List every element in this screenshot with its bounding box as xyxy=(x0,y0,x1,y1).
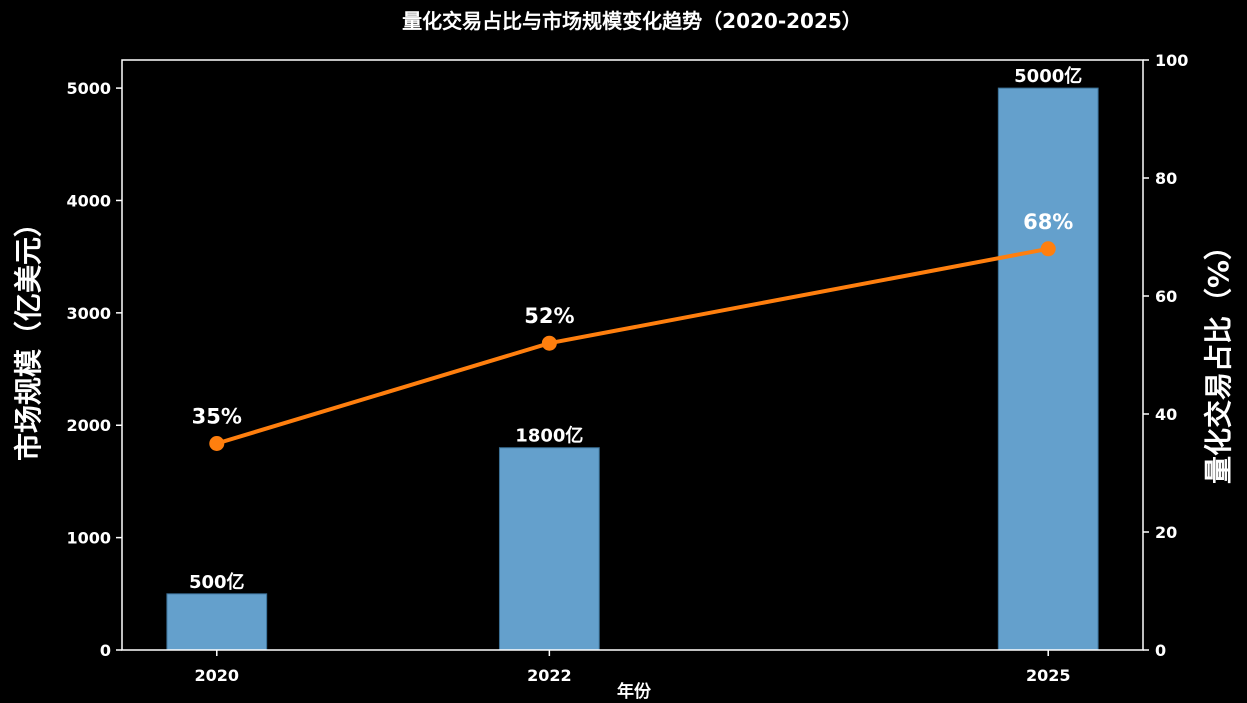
bar-2025 xyxy=(997,87,1099,651)
right-tick-label: 80 xyxy=(1155,169,1177,188)
right-tick-label: 60 xyxy=(1155,287,1177,306)
bar-label-2022: 1800亿 xyxy=(515,425,583,447)
x-tick-label: 2025 xyxy=(1026,666,1071,685)
left-y-axis-label: 市场规模（亿美元） xyxy=(12,209,45,461)
x-tick-label: 2020 xyxy=(195,666,240,685)
x-axis: 2020 2022 2025 xyxy=(195,650,1071,685)
plot-frame xyxy=(121,59,1144,651)
right-y-axis-label: 量化交易占比（%） xyxy=(1202,232,1235,484)
right-tick-label: 40 xyxy=(1155,405,1177,424)
left-tick-label: 0 xyxy=(100,641,111,660)
bar-label-2025: 5000亿 xyxy=(1014,65,1082,87)
share-label-2020: 35% xyxy=(192,405,242,429)
left-tick-label: 2000 xyxy=(66,416,111,435)
share-line xyxy=(216,246,1049,446)
bar-label-2020: 500亿 xyxy=(189,571,245,593)
left-tick-label: 5000 xyxy=(66,79,111,98)
share-label-2025: 68% xyxy=(1023,210,1073,234)
left-tick-label: 4000 xyxy=(66,191,111,210)
plot-area: 500亿 1800亿 5000亿 35% 52% 68% xyxy=(166,65,1099,651)
share-point-2020 xyxy=(209,436,225,451)
bar-2022 xyxy=(498,447,600,651)
right-y-axis: 0 20 40 60 80 100 xyxy=(1143,51,1188,660)
right-tick-label: 20 xyxy=(1155,523,1177,542)
x-tick-label: 2022 xyxy=(527,666,572,685)
x-axis-label: 年份 xyxy=(617,681,652,702)
share-point-2022 xyxy=(541,335,557,351)
bar-2020 xyxy=(166,593,268,651)
left-y-axis: 0 1000 2000 3000 4000 5000 xyxy=(66,79,122,660)
chart-title: 量化交易占比与市场规模变化趋势（2020-2025） xyxy=(402,9,862,33)
share-label-2022: 52% xyxy=(524,304,574,328)
left-tick-label: 1000 xyxy=(66,529,111,548)
right-tick-label: 0 xyxy=(1155,641,1166,660)
share-point-2025 xyxy=(1040,241,1056,257)
left-tick-label: 3000 xyxy=(66,304,111,323)
right-tick-label: 100 xyxy=(1155,51,1188,70)
